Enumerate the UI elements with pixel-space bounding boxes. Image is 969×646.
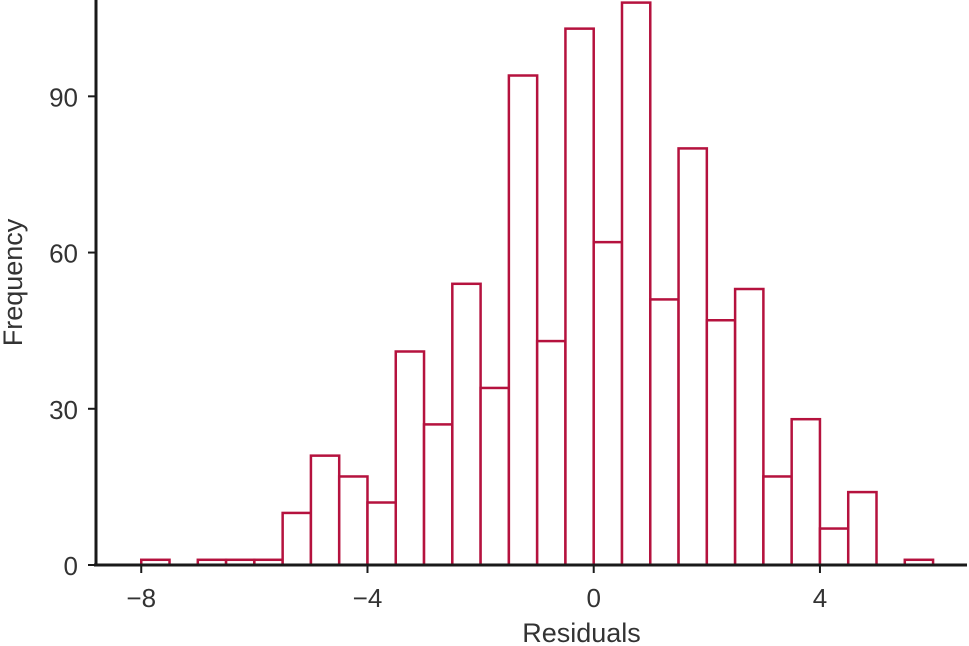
histogram-bar bbox=[818, 527, 850, 567]
histogram-bar bbox=[337, 475, 369, 567]
histogram-bar bbox=[281, 511, 313, 567]
histogram-bar bbox=[564, 27, 595, 567]
bars-group bbox=[139, 1, 935, 567]
histogram-bar bbox=[479, 386, 511, 567]
histogram-bar bbox=[309, 454, 341, 567]
x-axis-ticks: −8 −4 0 4 bbox=[126, 565, 827, 613]
histogram-bar bbox=[649, 298, 680, 567]
histogram-bar bbox=[677, 147, 709, 567]
histogram-bar bbox=[535, 339, 567, 567]
histogram-bar bbox=[507, 74, 539, 567]
histogram-bar bbox=[846, 490, 878, 567]
x-axis-title: Residuals bbox=[522, 618, 641, 646]
histogram-bar bbox=[422, 423, 454, 567]
y-tick-label: 90 bbox=[49, 82, 78, 112]
x-tick-label: 0 bbox=[586, 583, 600, 613]
histogram-bar bbox=[366, 501, 398, 567]
histogram-bar bbox=[733, 287, 765, 567]
y-tick-label: 30 bbox=[49, 395, 78, 425]
histogram-bar bbox=[620, 1, 652, 567]
histogram-bar bbox=[790, 417, 822, 567]
y-axis-title: Frequency bbox=[0, 218, 28, 346]
x-tick-label: −4 bbox=[353, 583, 383, 613]
x-tick-label: 4 bbox=[813, 583, 827, 613]
y-tick-label: 60 bbox=[49, 239, 78, 269]
y-tick-label: 0 bbox=[64, 551, 78, 581]
histogram-bar bbox=[451, 282, 482, 567]
histogram-bar bbox=[394, 350, 426, 567]
histogram-bar bbox=[762, 475, 793, 567]
x-tick-label: −8 bbox=[126, 583, 156, 613]
histogram-bar bbox=[705, 319, 737, 567]
y-axis-ticks: 0 30 60 90 bbox=[49, 82, 96, 581]
histogram-bar bbox=[592, 240, 624, 567]
